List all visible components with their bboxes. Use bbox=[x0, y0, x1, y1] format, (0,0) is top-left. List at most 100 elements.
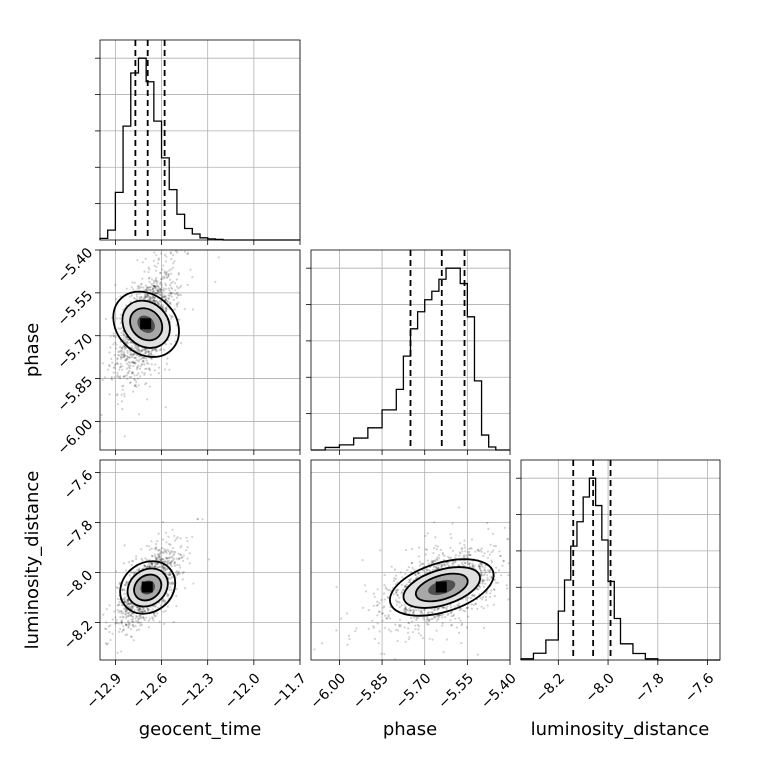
sample-point bbox=[174, 289, 177, 292]
sample-point bbox=[149, 565, 152, 568]
sample-point bbox=[407, 581, 410, 584]
sample-point bbox=[162, 599, 165, 602]
sample-point bbox=[142, 616, 145, 619]
sample-point bbox=[120, 604, 124, 607]
sample-point bbox=[173, 552, 176, 555]
sample-point bbox=[139, 616, 142, 619]
sample-point bbox=[479, 569, 482, 572]
sample-point bbox=[105, 621, 108, 624]
sample-point bbox=[122, 616, 125, 619]
sample-point bbox=[166, 357, 169, 360]
sample-point bbox=[399, 624, 402, 627]
sample-point bbox=[143, 564, 147, 568]
sample-point bbox=[156, 563, 159, 566]
sample-point bbox=[150, 554, 154, 558]
sample-point bbox=[410, 547, 414, 551]
sample-point bbox=[147, 626, 150, 629]
sample-point bbox=[104, 627, 107, 630]
sample-point bbox=[139, 606, 142, 609]
sample-point bbox=[405, 583, 408, 586]
sample-point bbox=[524, 555, 526, 557]
sample-point bbox=[415, 609, 418, 612]
sample-point bbox=[155, 277, 158, 280]
sample-point bbox=[189, 268, 192, 271]
sample-point bbox=[160, 288, 163, 291]
sample-point bbox=[169, 283, 172, 287]
sample-point bbox=[168, 574, 171, 577]
sample-point bbox=[121, 385, 124, 388]
sample-point bbox=[165, 276, 168, 280]
sample-point bbox=[128, 375, 131, 379]
sample-point bbox=[130, 286, 133, 289]
sample-point bbox=[372, 604, 375, 607]
sample-point bbox=[335, 585, 338, 588]
sample-point bbox=[162, 348, 165, 351]
sample-point bbox=[166, 548, 169, 551]
sample-point bbox=[130, 618, 133, 621]
sample-point bbox=[135, 368, 138, 371]
sample-point bbox=[153, 285, 156, 288]
sample-point bbox=[94, 313, 96, 315]
sample-point bbox=[142, 297, 145, 301]
sample-point bbox=[133, 297, 136, 300]
sample-point bbox=[469, 546, 472, 550]
sample-point bbox=[122, 588, 125, 591]
y-tick-label: −5.70 bbox=[55, 331, 97, 373]
histogram-step bbox=[520, 477, 720, 661]
sample-point bbox=[168, 269, 171, 272]
sample-point bbox=[421, 637, 424, 640]
sample-point bbox=[450, 624, 453, 627]
sample-point bbox=[437, 616, 440, 619]
sample-point bbox=[166, 299, 169, 303]
sample-point bbox=[127, 615, 130, 618]
sample-point bbox=[168, 556, 171, 559]
sample-point bbox=[145, 359, 148, 362]
sample-point bbox=[129, 341, 132, 344]
sample-point bbox=[148, 295, 152, 299]
sample-point bbox=[192, 582, 195, 585]
sample-point bbox=[128, 613, 131, 616]
sample-point bbox=[407, 621, 410, 624]
sample-point bbox=[486, 569, 490, 572]
sample-point bbox=[124, 612, 127, 615]
sample-point bbox=[137, 360, 140, 363]
sample-point bbox=[443, 615, 446, 619]
sample-point bbox=[430, 559, 433, 563]
sample-point bbox=[136, 365, 139, 369]
sample-point bbox=[465, 596, 468, 599]
sample-point bbox=[378, 630, 381, 633]
sample-point bbox=[414, 573, 417, 577]
sample-point bbox=[141, 347, 145, 350]
sample-point bbox=[132, 361, 135, 364]
sample-point bbox=[143, 297, 147, 300]
sample-point bbox=[152, 299, 155, 302]
density-peak bbox=[435, 581, 447, 593]
sample-point bbox=[177, 287, 180, 290]
sample-point bbox=[160, 547, 163, 550]
sample-point bbox=[443, 563, 446, 566]
sample-point bbox=[161, 306, 164, 309]
sample-point bbox=[382, 606, 385, 609]
sample-point bbox=[450, 612, 453, 615]
sample-point bbox=[159, 281, 162, 284]
sample-point bbox=[433, 609, 436, 612]
sample-point bbox=[162, 561, 166, 564]
sample-point bbox=[137, 372, 140, 375]
sample-point bbox=[466, 556, 469, 559]
sample-point bbox=[156, 289, 160, 292]
sample-point bbox=[410, 562, 413, 565]
sample-point bbox=[135, 293, 138, 296]
sample-point bbox=[138, 367, 142, 370]
sample-point bbox=[140, 349, 144, 352]
sample-point bbox=[449, 619, 452, 622]
sample-point bbox=[170, 342, 173, 345]
sample-point bbox=[448, 556, 451, 560]
sample-point bbox=[145, 289, 148, 292]
sample-point bbox=[427, 611, 430, 614]
sample-point bbox=[113, 610, 116, 613]
sample-point bbox=[396, 639, 399, 643]
sample-point bbox=[147, 293, 150, 296]
sample-point bbox=[163, 600, 167, 604]
sample-point bbox=[150, 565, 153, 568]
sample-point bbox=[458, 551, 461, 554]
